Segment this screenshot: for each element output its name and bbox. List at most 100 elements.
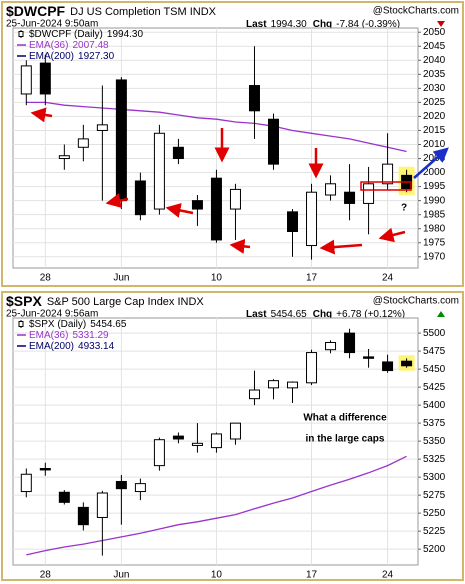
- candle-body: [77, 138, 89, 148]
- x-tick-label: 24: [382, 570, 394, 581]
- chart-title: $SPX: [6, 293, 42, 309]
- last-info: Last 5454.65 Chg +6.78 (+0.12%): [246, 309, 405, 320]
- legend-name: $DWCPF (Daily): [29, 29, 103, 40]
- last-label: Last: [246, 309, 267, 320]
- candle-body: [39, 468, 51, 471]
- y-tick-label: 5450: [423, 364, 446, 375]
- candle-body: [115, 480, 127, 490]
- candle-body: [191, 200, 203, 210]
- candle-body: [325, 183, 337, 196]
- legend-name: EMA(200): [29, 51, 74, 62]
- chart-subtitle: DJ US Completion TSM INDX: [70, 6, 217, 18]
- candle-body: [172, 435, 184, 440]
- last-value: 5454.65: [271, 309, 308, 320]
- y-tick-label: 2010: [423, 139, 446, 150]
- arrow: [413, 147, 449, 179]
- chart-date: 25-Jun-2024 9:50am: [6, 19, 98, 30]
- legend-icon: [18, 31, 24, 37]
- candle-body: [210, 177, 222, 241]
- x-tick-label: 17: [306, 570, 318, 581]
- chg-value: +6.78 (+0.12%): [336, 309, 405, 320]
- candle-body: [267, 380, 279, 389]
- chg-label: Chg: [313, 309, 332, 320]
- legend-value: 5454.65: [90, 319, 127, 330]
- arrow: [165, 203, 194, 218]
- arrow: [319, 239, 363, 255]
- x-tick-label: 10: [211, 273, 223, 284]
- y-tick-label: 2015: [423, 125, 446, 136]
- ema-line: [26, 455, 407, 556]
- x-tick-label: 10: [211, 570, 223, 581]
- candle-body: [115, 79, 127, 202]
- candle-body: [134, 180, 146, 216]
- legend-value: 2007.48: [72, 40, 109, 51]
- y-tick-label: 5350: [423, 436, 446, 447]
- candle-body: [248, 389, 260, 400]
- candle-body: [39, 62, 51, 95]
- legend-value: 4933.14: [78, 341, 115, 352]
- candle-body: [287, 211, 299, 233]
- legend-name: EMA(36): [29, 40, 68, 51]
- x-tick-label: Jun: [113, 570, 129, 581]
- y-tick-label: 5400: [423, 400, 446, 411]
- legend-entry: $DWCPF (Daily) 1994.30: [29, 29, 143, 40]
- candle-body: [401, 360, 413, 367]
- y-tick-label: 1980: [423, 223, 446, 234]
- ema-line: [26, 101, 407, 153]
- annotation: ?: [401, 203, 407, 214]
- legend-name: EMA(200): [29, 341, 74, 352]
- legend-entry: EMA(200) 4933.14: [29, 341, 115, 352]
- legend-name: EMA(36): [29, 330, 68, 341]
- chart-header: $DWCPF DJ US Completion TSM INDX: [6, 3, 217, 19]
- arrow: [30, 107, 53, 123]
- y-tick-label: 5425: [423, 382, 446, 393]
- chart-subtitle: S&P 500 Large Cap Index INDX: [47, 296, 205, 308]
- legend-value: 5331.29: [72, 330, 109, 341]
- legend-value: 1994.30: [107, 29, 144, 40]
- chart-header: $SPX S&P 500 Large Cap Index INDX: [6, 293, 204, 309]
- y-tick-label: 1990: [423, 195, 446, 206]
- legend-entry: EMA(200) 1927.30: [29, 51, 115, 62]
- candle-body: [134, 483, 146, 493]
- annotation-arrows: [30, 107, 449, 255]
- candle-body: [382, 163, 394, 185]
- candle-body: [267, 118, 279, 165]
- y-tick-label: 5200: [423, 544, 446, 555]
- candle-body: [20, 473, 32, 493]
- arrow: [378, 227, 406, 243]
- legend-entry: EMA(36) 2007.48: [29, 40, 109, 51]
- watermark: @StockCharts.com: [373, 6, 459, 17]
- candle-body: [325, 341, 337, 351]
- candle-body: [344, 191, 356, 204]
- y-tick-label: 2025: [423, 97, 446, 108]
- candle-body: [191, 442, 203, 446]
- highlight-box: [360, 181, 412, 191]
- annotation: in the large caps: [306, 434, 385, 445]
- last-label: Last: [246, 19, 267, 30]
- y-tick-label: 2030: [423, 83, 446, 94]
- y-tick-label: 2035: [423, 69, 446, 80]
- annotation: What a difference: [303, 413, 387, 424]
- y-tick-label: 5275: [423, 490, 446, 501]
- y-tick-label: 5325: [423, 454, 446, 465]
- y-tick-label: 5250: [423, 508, 446, 519]
- x-tick-label: 24: [382, 273, 394, 284]
- candle-body: [58, 155, 70, 160]
- candle-body: [306, 191, 318, 247]
- candle-body: [382, 361, 394, 372]
- candle-body: [229, 188, 241, 210]
- y-tick-label: 2000: [423, 167, 446, 178]
- y-tick-label: 5475: [423, 346, 446, 357]
- x-tick-label: 28: [40, 273, 52, 284]
- candle-body: [77, 506, 89, 526]
- candle-body: [96, 124, 108, 131]
- watermark: @StockCharts.com: [373, 296, 459, 307]
- candle-body: [306, 352, 318, 384]
- chg-label: Chg: [313, 19, 332, 30]
- legend-value: 1927.30: [78, 51, 115, 62]
- x-tick-label: 28: [40, 570, 52, 581]
- chart-title: $DWCPF: [6, 3, 66, 19]
- arrow: [229, 238, 251, 254]
